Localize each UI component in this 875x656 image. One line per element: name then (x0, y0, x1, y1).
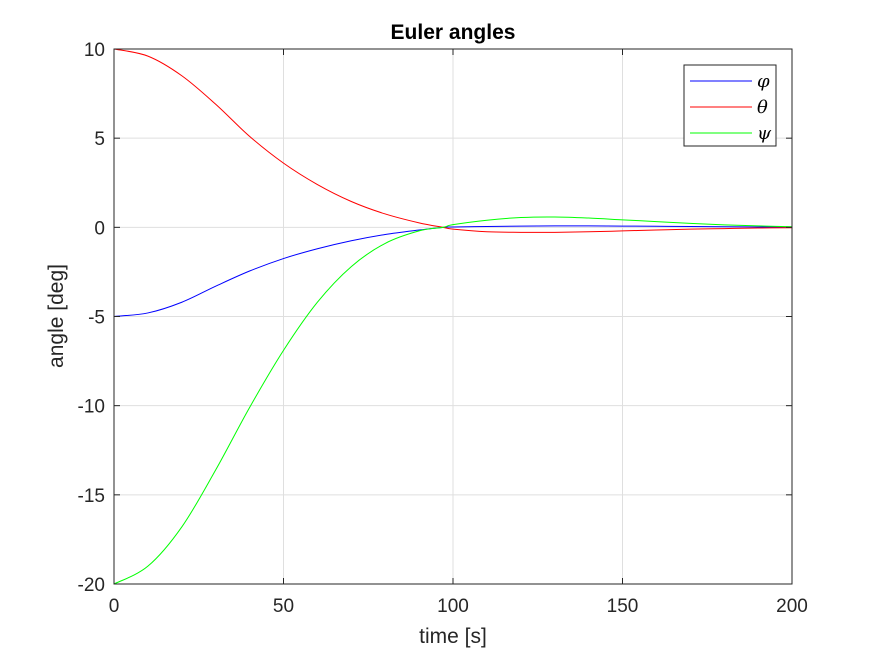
legend-label: ψ (757, 123, 772, 144)
y-axis-label: angle [deg] (45, 264, 68, 368)
ticks: 0 50 100 150 200 -20 -15 -10 -5 0 5 10 (78, 40, 808, 617)
x-tick-label: 150 (607, 596, 639, 617)
y-tick-label: -10 (78, 397, 105, 418)
x-tick-label: 200 (776, 596, 808, 617)
series-line (113, 225, 793, 317)
y-tick-label: -5 (88, 308, 105, 329)
x-axis-label: time [s] (419, 625, 487, 648)
chart-title: Euler angles (391, 21, 516, 44)
series-line (113, 48, 793, 233)
legend: φθψ (683, 64, 777, 147)
x-tick-label: 0 (109, 596, 120, 617)
legend-label: φ (757, 71, 770, 92)
x-tick-label: 50 (273, 596, 294, 617)
y-tick-label: 0 (94, 218, 105, 239)
y-tick-label: 10 (84, 40, 105, 61)
series-lines (113, 48, 793, 585)
y-tick-label: -15 (78, 486, 105, 507)
series-line (113, 216, 793, 585)
legend-label: θ (757, 97, 768, 118)
x-tick-label: 100 (437, 596, 469, 617)
y-tick-label: -20 (78, 575, 105, 596)
y-tick-label: 5 (94, 129, 105, 150)
